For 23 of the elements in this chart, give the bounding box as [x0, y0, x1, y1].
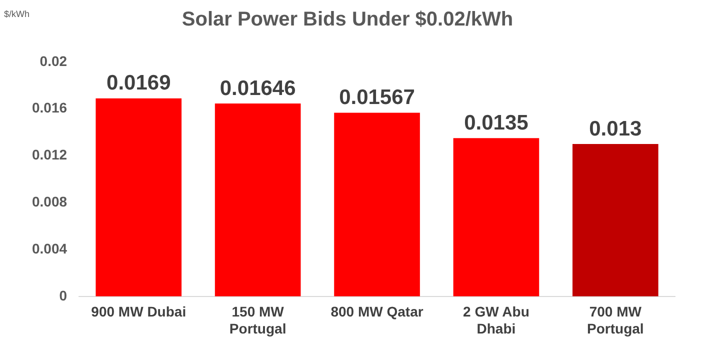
data-label: 0.0169 [106, 72, 171, 95]
y-tick-label: 0 [59, 287, 68, 304]
x-tick-label: 700 MW Portugal [587, 304, 644, 336]
bar [453, 138, 540, 296]
x-tick-label: 150 MW Portugal [229, 304, 286, 336]
data-label: 0.013 [589, 117, 642, 140]
y-axis-title: $/kWh [4, 8, 30, 19]
data-label: 0.01646 [220, 76, 296, 100]
data-label: 0.0135 [464, 111, 529, 134]
y-tick-label: 0.004 [32, 240, 68, 256]
bar [96, 98, 182, 296]
bar [572, 144, 658, 296]
y-tick-label: 0.012 [32, 146, 68, 163]
bar [334, 112, 420, 296]
x-tick-label: 800 MW Qatar [330, 304, 424, 320]
data-label: 0.01567 [339, 86, 415, 110]
chart-title: Solar Power Bids Under $0.02/kWh [182, 8, 514, 31]
x-tick-label: 2 GW Abu Dhabi [463, 304, 530, 336]
y-tick-label: 0.016 [32, 100, 68, 116]
y-tick-label: 0.02 [40, 52, 68, 69]
bar [214, 103, 301, 296]
y-tick-label: 0.008 [32, 194, 68, 210]
x-tick-label: 900 MW Dubai [91, 304, 186, 320]
